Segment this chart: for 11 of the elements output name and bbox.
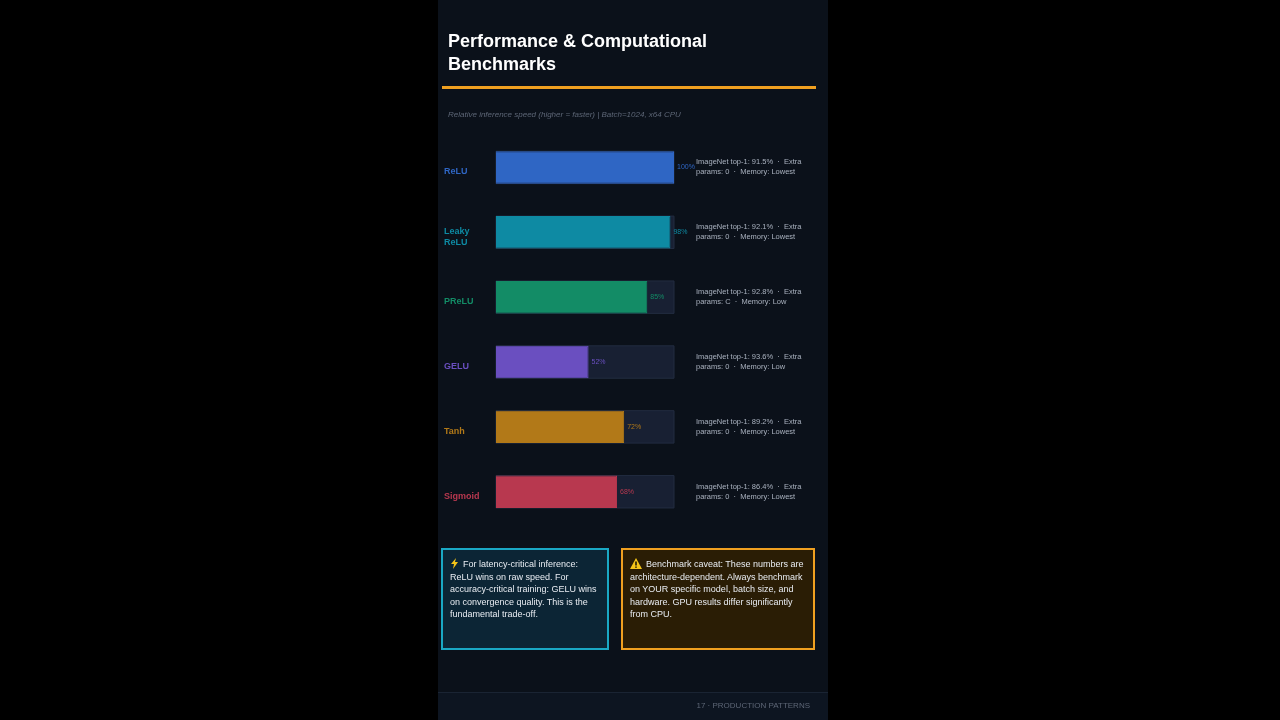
chart-title: Performance & Computational Benchmarks [448,30,709,76]
y-tick-label: PReLU [444,296,474,307]
chart-subtitle: Relative inference speed (higher = faster) | Batch=1024, x64 CPU [448,110,681,119]
y-tick-label: GELU [444,361,470,372]
y-tick-label: Leaky ReLU [444,225,470,247]
y-tick-label: Tanh [444,425,465,436]
text: 17 · PRODUCTION PATTERNS [696,701,810,710]
text: For latency-critical inference: ReLU wins on raw speed. For accuracy-critical training: GELU wins on convergence quality. This is the fundamental trade-off. [450,559,597,619]
text: Benchmark caveat: These numbers are architecture-dependent. Always benchmark on YOUR specific model, batch size, and hardware. GPU results differ significantly from CPU. [630,559,804,619]
y-tick-label: ReLU [444,166,468,177]
y-tick-label: Sigmoid [444,490,480,501]
